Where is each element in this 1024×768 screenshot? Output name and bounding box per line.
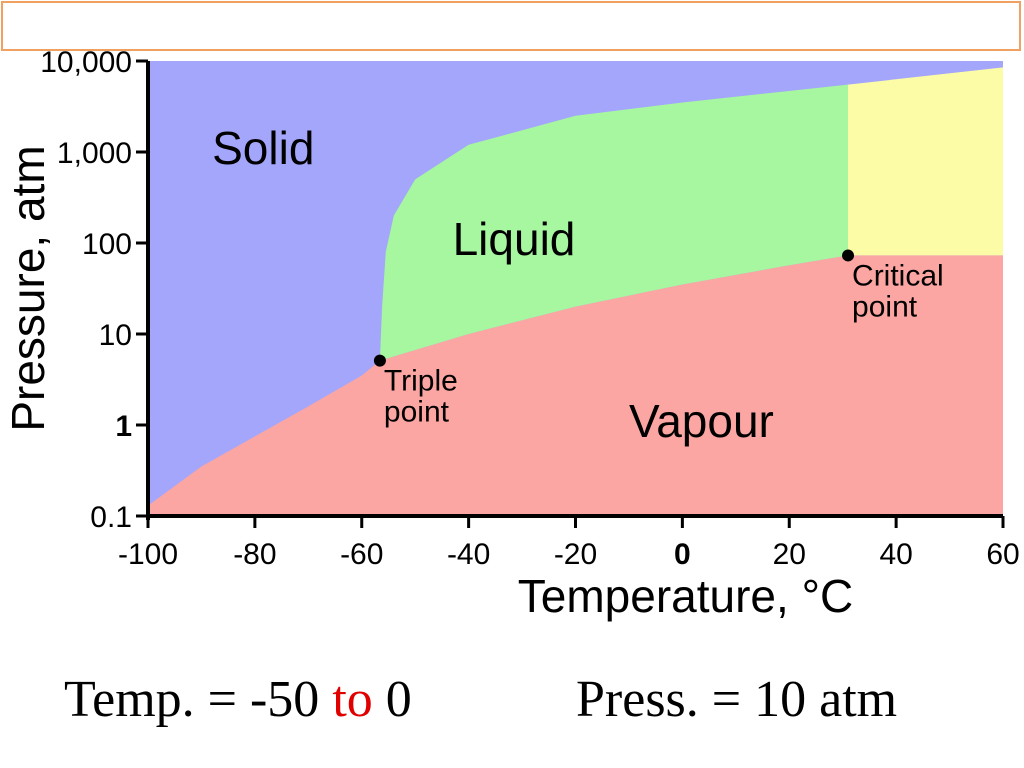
y-tick-label: 10 — [99, 319, 132, 352]
caption-temp: Temp. = -50 to 0 — [64, 671, 412, 728]
y-tick-label: 1,000 — [57, 137, 132, 170]
region-supercritical — [848, 67, 1003, 256]
phase-diagram-chart: -100 -80 -60 -40 -20 0 20 40 60 0.1 1 10 100 1,000 10,… — [2, 46, 1020, 622]
region-label-solid: Solid — [212, 122, 314, 174]
y-tick-label: 1 — [115, 410, 132, 443]
x-tick-label: 0 — [674, 538, 691, 571]
x-tick-label: -40 — [447, 538, 490, 571]
y-axis-title: Pressure, atm — [2, 145, 54, 431]
x-tick-label: 40 — [879, 538, 912, 571]
x-tick-label: 60 — [986, 538, 1019, 571]
point-label: Critical — [852, 259, 944, 292]
x-tick-label: -60 — [340, 538, 383, 571]
region-label-liquid: Liquid — [453, 213, 576, 265]
caption-to: to — [332, 671, 373, 728]
region-liquid — [379, 84, 848, 361]
caption-press: Press. = 10 atm — [576, 671, 898, 728]
title-box — [1, 1, 1021, 51]
point-label: Triple — [384, 365, 458, 398]
x-tick-label: 20 — [773, 538, 806, 571]
x-tick-label: -80 — [233, 538, 276, 571]
caption-temp-end: 0 — [385, 671, 412, 728]
caption: Temp. = -50 to 0 Press. = 10 atm — [0, 660, 1024, 740]
point-marker — [842, 249, 855, 262]
region-vapour — [148, 255, 1003, 516]
y-tick-label: 0.1 — [90, 501, 132, 534]
point-marker — [373, 354, 386, 367]
point-label: point — [852, 290, 918, 323]
x-tick-label: -20 — [554, 538, 597, 571]
x-axis-title: Temperature, °C — [518, 570, 853, 622]
y-tick-label: 10,000 — [40, 46, 132, 79]
region-label-vapour: Vapour — [629, 395, 774, 447]
x-tick-label: -100 — [118, 538, 178, 571]
y-tick-label: 100 — [82, 228, 132, 261]
point-label: point — [384, 396, 450, 429]
